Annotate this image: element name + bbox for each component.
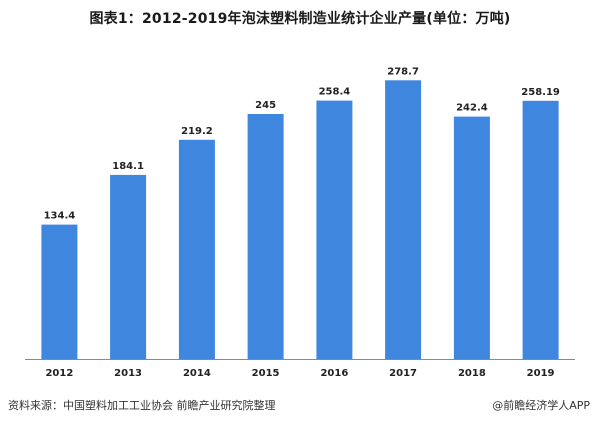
value-label-2017: 278.7: [387, 66, 419, 77]
bar-2019: [522, 100, 559, 360]
bars-layer: [41, 80, 559, 360]
value-label-2016: 258.4: [319, 87, 351, 98]
bar-2016: [316, 100, 353, 359]
chart-title: 图表1：2012-2019年泡沫塑料制造业统计企业产量(单位：万吨): [89, 11, 511, 27]
x-tick-label-2014: 2014: [183, 368, 211, 379]
x-tick-label-2012: 2012: [45, 368, 73, 379]
bar-2014: [178, 139, 215, 359]
value-label-2013: 184.1: [112, 161, 144, 172]
value-label-2018: 242.4: [456, 103, 488, 114]
value-label-2015: 245: [255, 100, 276, 111]
source-note: 资料来源：中国塑料加工工业协会 前瞻产业研究院整理: [8, 399, 276, 412]
x-tick-label-2019: 2019: [527, 368, 555, 379]
value-label-2014: 219.2: [181, 126, 213, 137]
value-label-2012: 134.4: [44, 211, 76, 222]
value-labels-layer: 134.4 184.1 219.2 245 258.4 278.7 242.4 258.19: [44, 66, 560, 221]
bar-2015: [247, 114, 284, 359]
x-tick-label-2015: 2015: [252, 368, 280, 379]
x-tick-label-2018: 2018: [458, 368, 486, 379]
bar-2013: [110, 174, 147, 359]
value-label-2019: 258.19: [521, 87, 560, 98]
bar-2017: [385, 80, 422, 360]
x-tick-label-2013: 2013: [114, 368, 142, 379]
credit-label: @前瞻经济学人APP: [492, 399, 590, 412]
x-tick-label-2016: 2016: [320, 368, 348, 379]
x-tick-label-2017: 2017: [389, 368, 417, 379]
x-tick-labels-layer: 2012 2013 2014 2015 2016 2017 2018 2019: [45, 368, 554, 379]
bar-2012: [41, 224, 78, 359]
bar-2018: [453, 116, 490, 359]
